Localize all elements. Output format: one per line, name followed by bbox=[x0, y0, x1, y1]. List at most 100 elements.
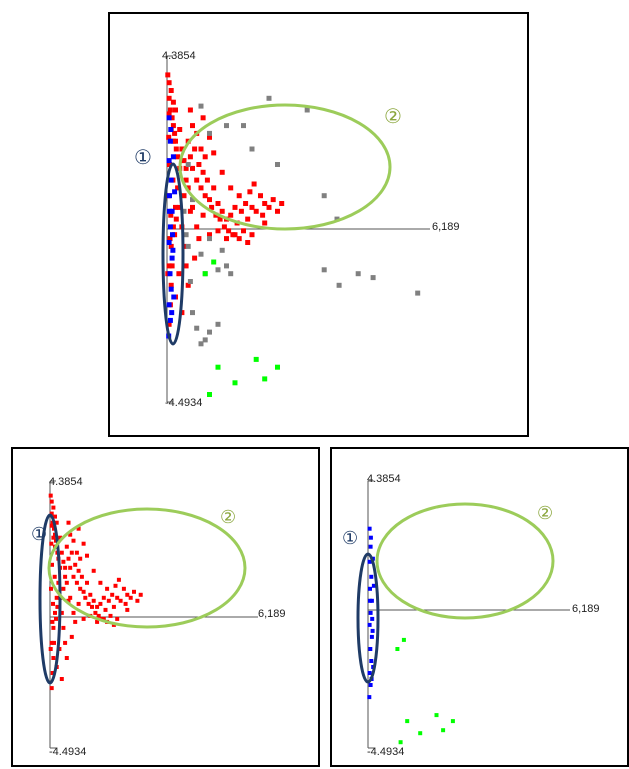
y-max-label: 4.3854 bbox=[162, 50, 196, 62]
data-point-red bbox=[224, 236, 229, 242]
data-point-red bbox=[190, 204, 195, 210]
data-point-green bbox=[262, 376, 268, 382]
data-point-red bbox=[185, 282, 191, 288]
data-point-red bbox=[68, 565, 73, 570]
data-point-gray bbox=[415, 290, 421, 296]
data-point-red bbox=[71, 538, 76, 543]
data-point-blue bbox=[169, 255, 175, 261]
data-point-green bbox=[253, 356, 259, 362]
data-point-red bbox=[76, 601, 81, 606]
data-point-red bbox=[123, 601, 128, 606]
data-point-red bbox=[105, 586, 110, 591]
data-point-gray bbox=[224, 123, 229, 129]
data-point-blue bbox=[170, 232, 175, 238]
data-point-red bbox=[219, 208, 225, 214]
data-point-red bbox=[78, 556, 83, 561]
x-max-label: 6,189 bbox=[572, 603, 600, 615]
annotation-marker-1: ① bbox=[31, 524, 47, 545]
data-point-red bbox=[54, 520, 59, 525]
data-point-red bbox=[165, 72, 171, 78]
data-point-blue bbox=[368, 610, 373, 615]
data-point-red bbox=[85, 553, 89, 558]
data-point-red bbox=[48, 647, 53, 651]
scatter-panel-bottom-left: 4.3854 -4.4934 6,189 ① ② bbox=[11, 447, 320, 767]
data-point-red bbox=[69, 550, 74, 555]
scatter-chart-bottom-right: 4.3854 -4.4934 6,189 ① ② bbox=[342, 473, 600, 758]
data-point-red bbox=[110, 592, 115, 597]
data-point-red bbox=[215, 228, 221, 234]
data-point-red bbox=[64, 656, 69, 660]
data-point-red bbox=[209, 204, 215, 210]
highlight-ellipse-2 bbox=[47, 507, 247, 629]
data-point-red bbox=[167, 162, 172, 167]
data-point-red bbox=[50, 562, 54, 567]
data-point-red bbox=[64, 544, 69, 549]
scatter-chart-top: 4.3854 -4.4934 6,189 ① ② bbox=[134, 50, 460, 409]
annotation-marker-1: ① bbox=[134, 145, 152, 169]
data-point-red bbox=[243, 201, 249, 206]
data-point-red bbox=[190, 123, 195, 129]
data-point-red bbox=[51, 535, 56, 540]
data-point-red bbox=[172, 130, 178, 136]
data-point-blue bbox=[167, 317, 173, 323]
data-point-red bbox=[168, 243, 174, 249]
data-point-red bbox=[194, 224, 200, 230]
data-point-gray bbox=[181, 208, 187, 214]
data-point-red bbox=[187, 208, 193, 214]
data-point-blue bbox=[168, 127, 174, 132]
highlight-ellipse-1 bbox=[356, 552, 380, 684]
data-point-red bbox=[66, 520, 71, 525]
data-point-red bbox=[187, 107, 193, 113]
data-point-red bbox=[177, 204, 183, 210]
data-point-green bbox=[202, 271, 208, 277]
data-point-blue bbox=[368, 535, 373, 540]
data-point-red bbox=[177, 127, 183, 132]
data-point-red bbox=[63, 565, 68, 570]
data-point-green bbox=[395, 647, 400, 651]
scatter-panel-top: 4.3854 -4.4934 6,189 ① ② bbox=[108, 12, 529, 437]
data-point-red bbox=[190, 165, 195, 171]
x-max-label: 6,189 bbox=[432, 221, 460, 233]
data-point-gray bbox=[219, 247, 225, 253]
data-point-red bbox=[207, 232, 212, 238]
data-point-gray bbox=[228, 271, 234, 277]
data-point-red bbox=[215, 201, 221, 206]
data-point-red bbox=[202, 193, 208, 199]
data-point-red bbox=[78, 586, 83, 591]
data-point-blue bbox=[167, 193, 172, 199]
x-max-label: 6,189 bbox=[258, 608, 286, 620]
data-point-red bbox=[166, 111, 172, 117]
data-point-red bbox=[192, 146, 198, 152]
data-point-red bbox=[262, 220, 268, 226]
data-point-blue bbox=[371, 583, 376, 588]
y-min-label: -4.4934 bbox=[49, 746, 86, 758]
data-point-red bbox=[207, 197, 212, 203]
data-point-red bbox=[81, 541, 86, 546]
data-point-red bbox=[170, 224, 176, 230]
data-point-red bbox=[266, 204, 272, 210]
data-point-red bbox=[106, 598, 111, 603]
data-point-red bbox=[55, 604, 60, 609]
data-point-red bbox=[217, 216, 223, 222]
data-point-red bbox=[66, 556, 71, 561]
data-point-red bbox=[59, 550, 64, 555]
data-point-gray bbox=[198, 103, 204, 109]
data-point-green bbox=[207, 392, 212, 397]
data-point-blue bbox=[166, 240, 172, 245]
data-point-red bbox=[86, 601, 91, 606]
data-point-gray bbox=[370, 275, 376, 281]
data-point-blue bbox=[370, 616, 375, 621]
data-point-red bbox=[49, 586, 53, 591]
data-point-blue bbox=[368, 598, 372, 603]
data-point-red bbox=[183, 177, 189, 183]
data-point-blue bbox=[368, 647, 373, 651]
data-point-blue bbox=[170, 154, 176, 160]
data-point-red bbox=[128, 595, 133, 600]
data-point-green bbox=[398, 740, 403, 745]
data-point-gray bbox=[190, 197, 195, 203]
data-point-red bbox=[95, 604, 100, 609]
data-point-gray bbox=[187, 279, 193, 284]
data-point-gray bbox=[336, 282, 342, 288]
data-point-blue bbox=[367, 622, 372, 627]
data-point-green bbox=[232, 380, 238, 386]
